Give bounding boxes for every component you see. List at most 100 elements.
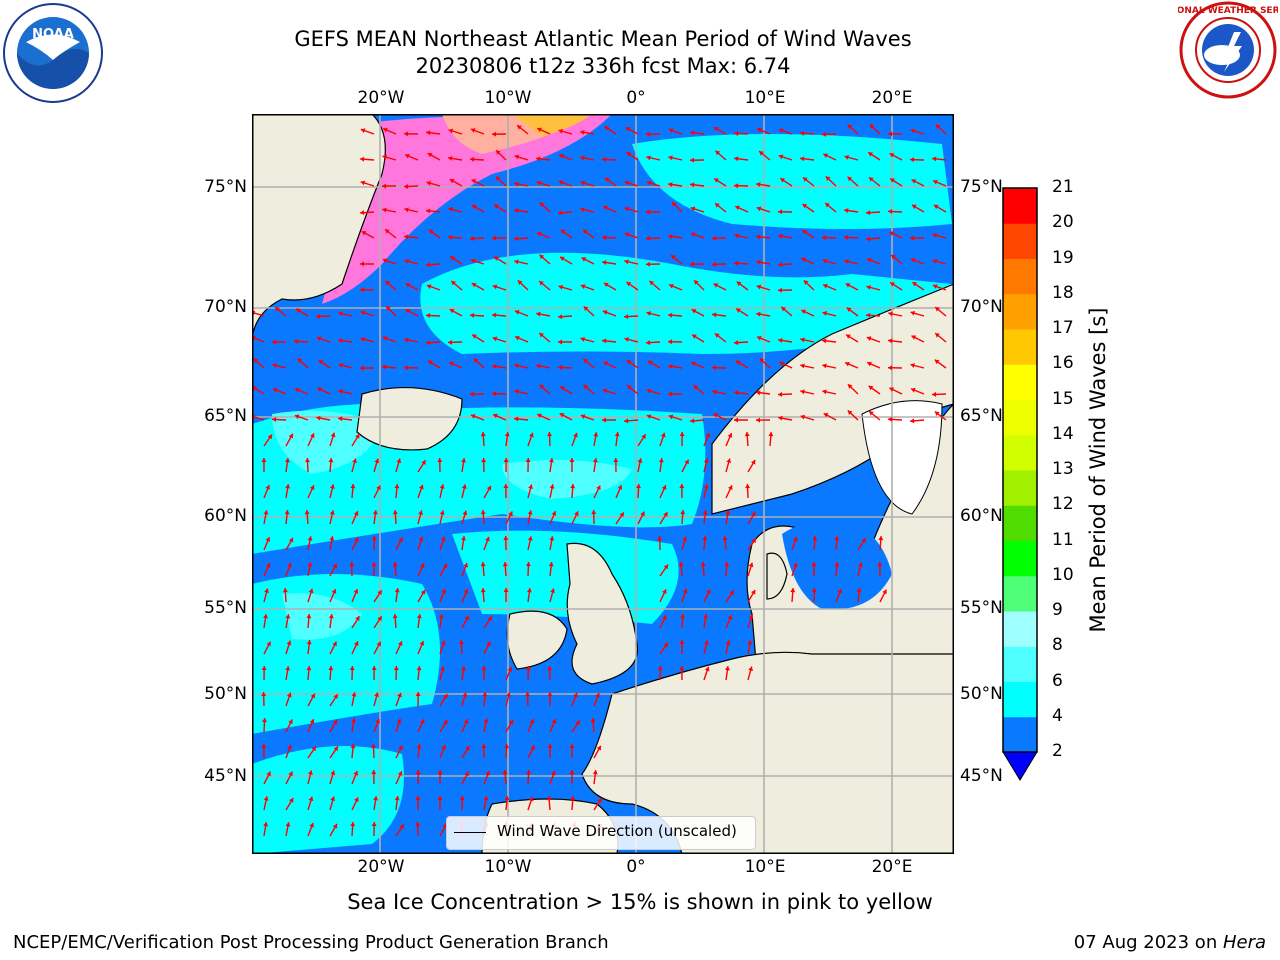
lat-label-right-70n: 70°N xyxy=(960,297,1003,317)
wave-direction-arrowhead xyxy=(592,458,598,463)
wave-direction-arrowhead xyxy=(419,563,425,568)
wave-direction-arrowhead xyxy=(465,746,470,751)
wave-direction-arrowhead xyxy=(471,282,477,288)
wave-direction-arrowhead xyxy=(360,180,366,186)
wave-direction-arrowhead xyxy=(734,340,739,346)
wave-direction-arrowhead xyxy=(448,234,453,240)
wave-direction-arrowhead xyxy=(856,588,862,593)
wave-direction-arrowhead xyxy=(704,666,710,672)
wave-direction-arrowhead xyxy=(297,358,303,364)
wave-direction-arrowhead xyxy=(888,131,893,137)
colorbar-segment xyxy=(1003,188,1037,224)
colorbar-segment xyxy=(1003,434,1037,471)
wave-direction-arrowhead xyxy=(822,235,827,241)
lat-label-left-75n: 75°N xyxy=(204,177,247,197)
wave-direction-arrowhead xyxy=(386,306,391,311)
wave-direction-arrowhead xyxy=(309,822,314,828)
wave-direction-arrowhead xyxy=(514,154,520,160)
lat-label-left-70n: 70°N xyxy=(204,297,247,317)
wave-direction-arrowhead xyxy=(415,796,421,801)
wave-direction-arrowhead xyxy=(790,588,796,593)
wave-direction-arrowhead xyxy=(748,666,754,672)
wave-direction-arrowhead xyxy=(462,510,468,516)
wave-direction-arrowhead xyxy=(756,182,761,187)
wave-direction-arrowhead xyxy=(375,718,380,724)
wave-direction-arrowhead xyxy=(778,287,783,293)
colorbar-segment xyxy=(1003,223,1037,259)
wave-period-map[interactable] xyxy=(252,114,954,854)
wave-direction-arrowhead xyxy=(526,770,532,775)
wave-direction-arrowhead xyxy=(693,385,698,390)
wave-direction-arrowhead xyxy=(286,640,292,646)
wave-direction-arrowhead xyxy=(636,484,642,489)
wave-direction-arrowhead xyxy=(582,229,588,234)
wave-direction-arrowhead xyxy=(703,458,709,463)
wave-direction-arrowhead xyxy=(626,385,632,390)
wave-direction-arrowhead xyxy=(272,339,277,345)
wave-direction-arrowhead xyxy=(778,262,783,268)
wave-direction-arrowhead xyxy=(614,432,620,437)
wave-direction-arrowhead xyxy=(546,796,552,801)
wave-direction-arrowhead xyxy=(547,744,553,749)
wave-direction-arrowhead xyxy=(261,692,267,697)
wave-direction-arrowhead xyxy=(595,692,600,698)
wave-direction-arrowhead xyxy=(355,616,360,621)
wave-direction-arrowhead xyxy=(288,771,293,777)
wave-direction-arrowhead xyxy=(844,259,849,265)
wave-direction-arrowhead xyxy=(779,361,785,366)
wave-direction-arrowhead xyxy=(602,260,607,266)
wave-direction-arrowhead xyxy=(438,614,444,619)
wave-direction-arrowhead xyxy=(282,588,288,593)
wave-direction-arrowhead xyxy=(539,254,545,260)
wave-direction-arrowhead xyxy=(502,562,508,567)
iceland xyxy=(356,386,463,451)
wave-direction-arrowhead xyxy=(592,770,598,775)
wave-direction-arrowhead xyxy=(416,666,422,671)
wave-direction-arrowhead xyxy=(419,719,425,725)
wave-direction-arrowhead xyxy=(470,156,475,162)
wave-direction-arrowhead xyxy=(722,536,728,541)
wave-direction-arrowhead xyxy=(397,771,403,776)
wave-direction-arrowhead xyxy=(912,282,918,287)
wave-direction-arrowhead xyxy=(551,719,557,724)
colorbar-segment xyxy=(1003,575,1037,612)
wave-direction-arrowhead xyxy=(837,589,843,594)
wave-direction-arrowhead xyxy=(404,337,409,343)
wave-direction-arrowhead xyxy=(294,338,299,344)
wave-direction-arrowhead xyxy=(486,485,492,491)
wave-direction-arrowhead xyxy=(735,205,740,211)
wave-direction-arrowhead xyxy=(525,692,531,697)
wave-direction-arrowhead xyxy=(338,416,343,422)
wave-direction-arrowhead xyxy=(382,207,387,213)
wave-direction-arrowhead xyxy=(747,640,753,645)
wave-direction-arrowhead xyxy=(728,485,733,491)
wave-direction-arrowhead xyxy=(515,335,520,341)
colorbar-segment xyxy=(1003,470,1037,506)
wave-direction-arrowhead xyxy=(867,361,872,367)
wave-direction-arrowhead xyxy=(470,236,475,242)
wave-direction-arrowhead xyxy=(691,361,696,367)
wave-direction-arrowhead xyxy=(756,417,761,423)
wave-direction-arrowhead xyxy=(603,282,609,288)
wave-direction-arrowhead xyxy=(888,365,893,371)
wave-direction-arrowhead xyxy=(724,562,730,567)
wave-direction-arrowhead xyxy=(551,511,557,516)
wave-direction-arrowhead xyxy=(399,824,404,830)
wave-direction-arrowhead xyxy=(866,312,871,318)
wave-direction-arrowhead xyxy=(690,206,696,212)
wave-direction-arrowhead xyxy=(759,151,764,156)
wave-direction-arrowhead xyxy=(382,183,387,189)
colorbar-segment xyxy=(1003,293,1037,330)
wave-direction-arrowhead xyxy=(574,511,579,517)
wave-direction-arrowhead xyxy=(485,770,491,776)
wave-direction-arrowhead xyxy=(668,312,673,318)
wave-direction-arrowhead xyxy=(756,259,761,265)
wave-direction-arrowhead xyxy=(426,208,431,214)
colorbar-tick-label: 12 xyxy=(1052,494,1074,515)
wave-direction-arrowhead xyxy=(536,180,542,186)
wave-direction-arrowhead xyxy=(428,360,433,365)
wave-direction-arrowhead xyxy=(888,209,893,215)
wave-direction-arrowhead xyxy=(935,333,940,338)
wave-direction-arrowhead xyxy=(263,796,269,801)
wave-direction-arrowhead xyxy=(483,718,489,723)
